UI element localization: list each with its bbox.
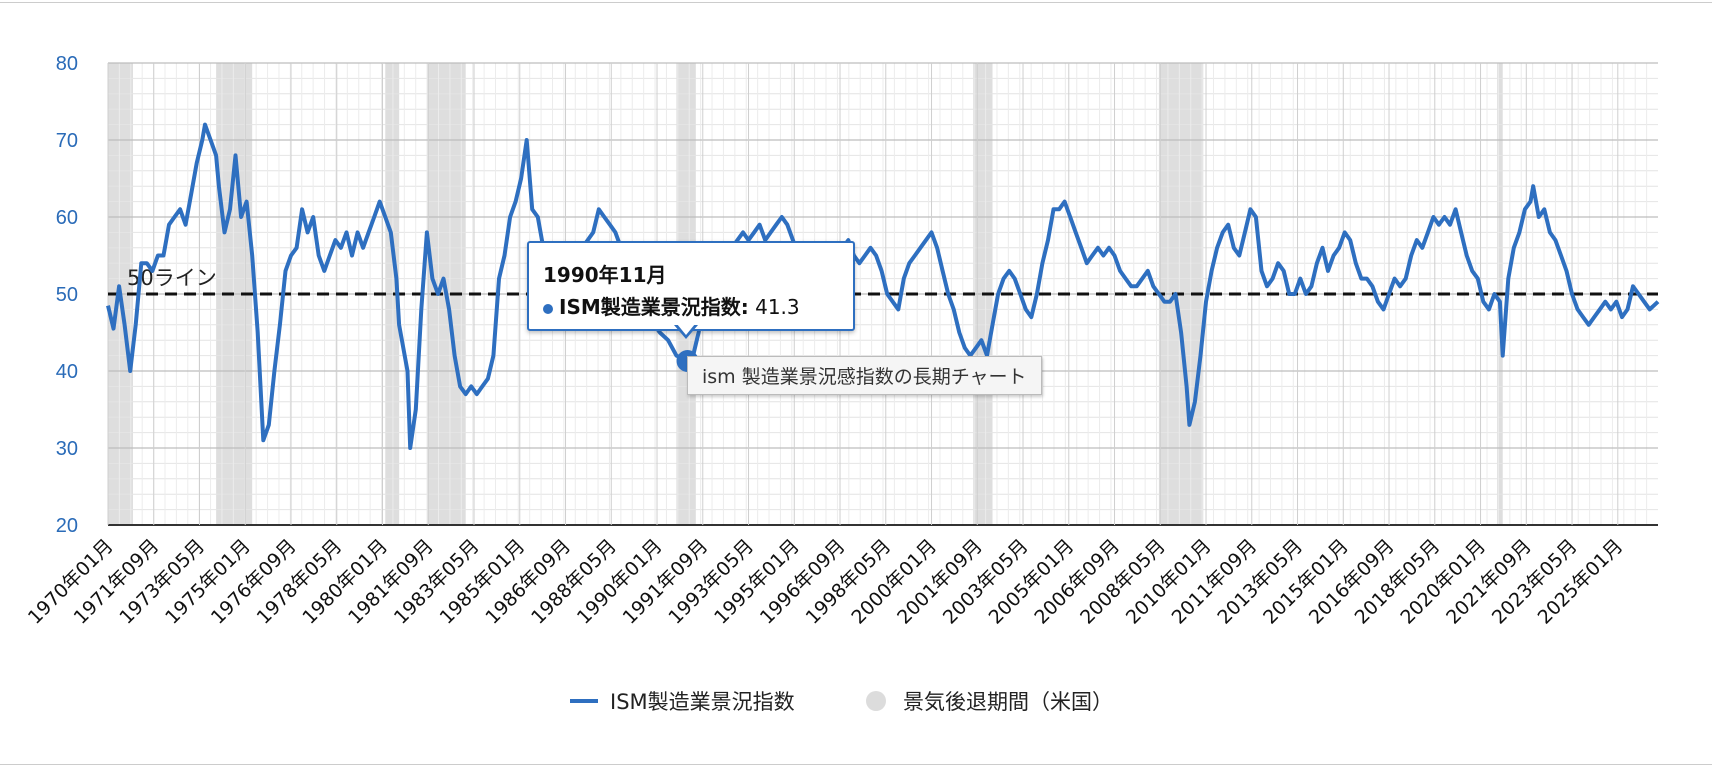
tooltip-series-dot bbox=[543, 303, 553, 314]
y-tick-label: 20 bbox=[56, 515, 78, 537]
top-border bbox=[0, 2, 1712, 3]
y-tick-label: 50 bbox=[56, 284, 78, 306]
tooltip-title: 1990年11月 bbox=[543, 263, 667, 287]
hover-title-tooltip: ism 製造業景況感指数の長期チャート bbox=[687, 356, 1042, 395]
series-line-0 bbox=[106, 122, 1660, 450]
y-tick-label: 80 bbox=[56, 53, 78, 75]
y-tick-label: 30 bbox=[56, 438, 78, 460]
tooltip-value: 41.3 bbox=[755, 295, 800, 319]
y-tick-label: 40 bbox=[56, 361, 78, 383]
tooltip-series-label: ISM製造業景況指数: bbox=[559, 295, 749, 319]
legend-circle-swatch bbox=[866, 691, 886, 711]
legend-label-recession: 景気後退期間（米国） bbox=[903, 690, 1113, 714]
tooltip-arrow-inner bbox=[677, 324, 695, 335]
tooltip-row: ISM製造業景況指数: 41.3 bbox=[543, 291, 800, 320]
y-tick-label: 60 bbox=[56, 207, 78, 229]
legend-label-ism: ISM製造業景況指数 bbox=[610, 690, 795, 714]
y-tick-label: 70 bbox=[56, 130, 78, 152]
data-tooltip: 1990年11月 ISM製造業景況指数: 41.3 bbox=[527, 241, 855, 331]
bottom-border bbox=[0, 764, 1712, 765]
